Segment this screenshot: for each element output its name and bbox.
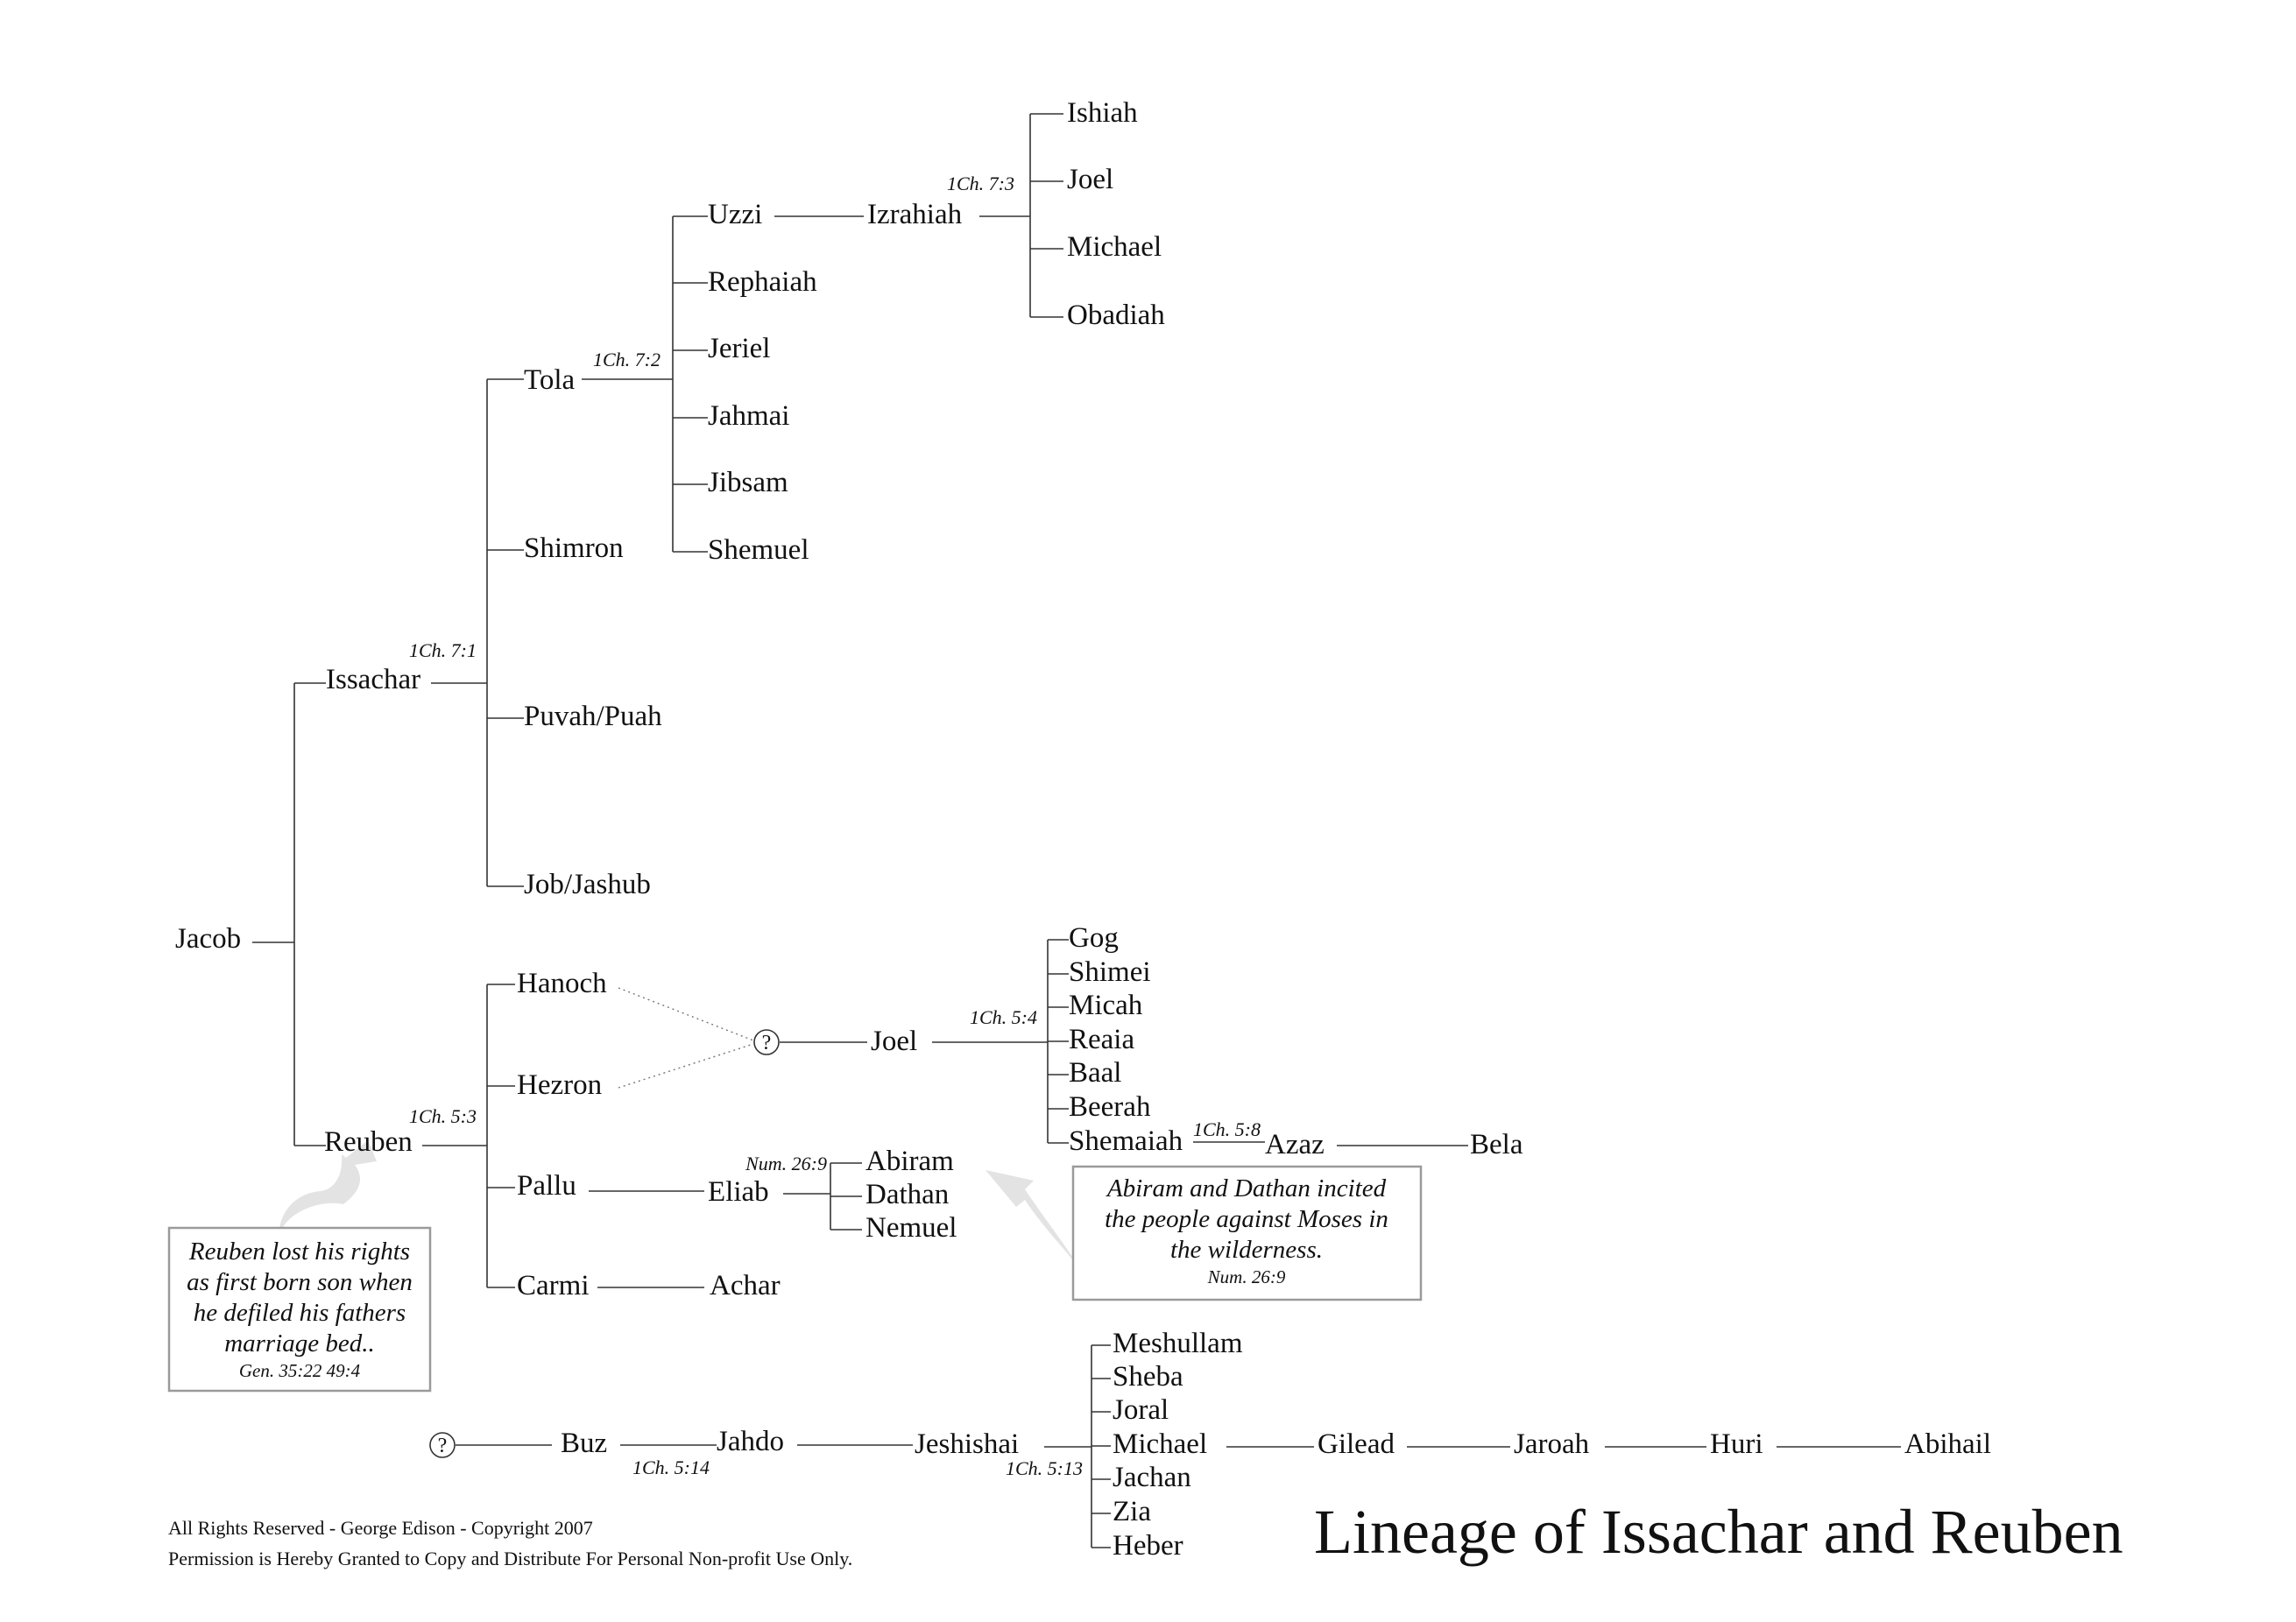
unknown-ancestor-marker: ? <box>429 1432 456 1458</box>
ref-issachar: 1Ch. 7:1 <box>409 639 477 661</box>
person-rephaiah: Rephaiah <box>708 266 817 298</box>
note-arrow <box>986 1170 1081 1270</box>
person-sheba: Sheba <box>1113 1361 1183 1393</box>
person-ishiah: Ishiah <box>1067 97 1138 129</box>
person-hanoch: Hanoch <box>517 968 607 999</box>
abiram-dathan-note: Abiram and Dathan incited the people aga… <box>1071 1165 1423 1301</box>
person-heber: Heber <box>1113 1530 1183 1562</box>
svg-text:marriage bed..: marriage bed.. <box>224 1329 375 1358</box>
svg-text:?: ? <box>438 1435 448 1457</box>
svg-text:he defiled his fathers: he defiled his fathers <box>194 1299 406 1327</box>
person-jahmai: Jahmai <box>708 400 789 432</box>
svg-text:the wilderness.: the wilderness. <box>1170 1236 1323 1264</box>
unknown-ancestor-marker: ? <box>753 1029 780 1055</box>
person-michael-gad: Michael <box>1113 1428 1207 1460</box>
person-tola: Tola <box>524 364 576 396</box>
svg-text:the people against Moses in: the people against Moses in <box>1105 1205 1388 1233</box>
person-buz: Buz <box>561 1428 607 1459</box>
scripture-references: 1Ch. 7:1 1Ch. 7:2 1Ch. 7:3 1Ch. 5:3 1Ch.… <box>409 173 1261 1479</box>
copyright-line: All Rights Reserved - George Edison - Co… <box>168 1517 593 1539</box>
person-huri: Huri <box>1710 1428 1763 1460</box>
note-arrow <box>279 1140 377 1235</box>
person-meshullam: Meshullam <box>1113 1328 1243 1359</box>
person-jacob: Jacob <box>175 923 241 955</box>
person-jibsam: Jibsam <box>708 467 788 498</box>
person-zia: Zia <box>1113 1496 1151 1527</box>
person-hezron: Hezron <box>517 1069 602 1101</box>
person-eliab: Eliab <box>708 1176 769 1208</box>
reuben-note: Reuben lost his rights as first born son… <box>167 1226 432 1393</box>
person-uzzi: Uzzi <box>708 199 762 230</box>
svg-text:Abiram and Dathan incited: Abiram and Dathan incited <box>1106 1174 1387 1202</box>
person-bela: Bela <box>1470 1129 1523 1160</box>
person-jahdo: Jahdo <box>717 1426 784 1457</box>
person-obadiah: Obadiah <box>1067 300 1165 331</box>
person-abiram: Abiram <box>865 1146 954 1177</box>
ref-eliab: Num. 26:9 <box>745 1153 827 1174</box>
person-michael-izrahiah: Michael <box>1067 231 1162 263</box>
person-shemuel: Shemuel <box>708 534 809 566</box>
svg-text:Num. 26:9: Num. 26:9 <box>1207 1266 1286 1287</box>
person-nemuel: Nemuel <box>865 1212 957 1244</box>
ref-shemaiah: 1Ch. 5:8 <box>1193 1118 1261 1140</box>
svg-text:as first born son when: as first born son when <box>187 1268 413 1296</box>
person-joel-izrahiah: Joel <box>1067 164 1113 195</box>
person-jaroah: Jaroah <box>1514 1428 1590 1460</box>
person-beerah: Beerah <box>1069 1091 1151 1123</box>
ref-reuben: 1Ch. 5:3 <box>409 1105 477 1127</box>
person-micah: Micah <box>1069 990 1143 1021</box>
person-puvah: Puvah/Puah <box>524 701 662 732</box>
person-abihail: Abihail <box>1904 1428 1991 1460</box>
ref-izrahiah: 1Ch. 7:3 <box>947 173 1014 194</box>
person-job: Job/Jashub <box>524 869 651 900</box>
permission-line: Permission is Hereby Granted to Copy and… <box>168 1548 852 1569</box>
person-shemaiah: Shemaiah <box>1069 1125 1183 1157</box>
ref-buz: 1Ch. 5:14 <box>632 1456 710 1478</box>
person-jachan: Jachan <box>1113 1462 1191 1493</box>
svg-text:?: ? <box>762 1032 772 1054</box>
person-reuben: Reuben <box>324 1126 413 1158</box>
tree-connectors <box>252 113 1901 1548</box>
chart-title: Lineage of Issachar and Reuben <box>1314 1497 2123 1567</box>
svg-text:Gen. 35:22 49:4: Gen. 35:22 49:4 <box>239 1360 361 1381</box>
person-carmi: Carmi <box>517 1270 589 1301</box>
person-names: Jacob Issachar Reuben Tola Shimron Puvah… <box>175 97 1991 1562</box>
person-joral: Joral <box>1113 1394 1169 1426</box>
person-issachar: Issachar <box>326 664 420 695</box>
person-reaia: Reaia <box>1069 1024 1134 1055</box>
person-dathan: Dathan <box>865 1179 949 1210</box>
person-jeshishai: Jeshishai <box>915 1428 1019 1460</box>
svg-text:Reuben lost his rights: Reuben lost his rights <box>188 1238 410 1266</box>
person-joel: Joel <box>871 1026 917 1057</box>
person-izrahiah: Izrahiah <box>867 199 963 230</box>
person-azaz: Azaz <box>1265 1129 1325 1160</box>
person-shimei: Shimei <box>1069 956 1151 988</box>
person-gog: Gog <box>1069 922 1119 954</box>
person-achar: Achar <box>710 1270 781 1301</box>
ref-joel: 1Ch. 5:4 <box>970 1006 1037 1028</box>
person-baal: Baal <box>1069 1057 1121 1089</box>
ref-jeshishai: 1Ch. 5:13 <box>1006 1457 1083 1479</box>
person-shimron: Shimron <box>524 532 624 564</box>
person-jeriel: Jeriel <box>708 333 770 364</box>
person-gilead: Gilead <box>1318 1428 1395 1460</box>
person-pallu: Pallu <box>517 1170 576 1202</box>
ref-tola: 1Ch. 7:2 <box>593 349 661 370</box>
